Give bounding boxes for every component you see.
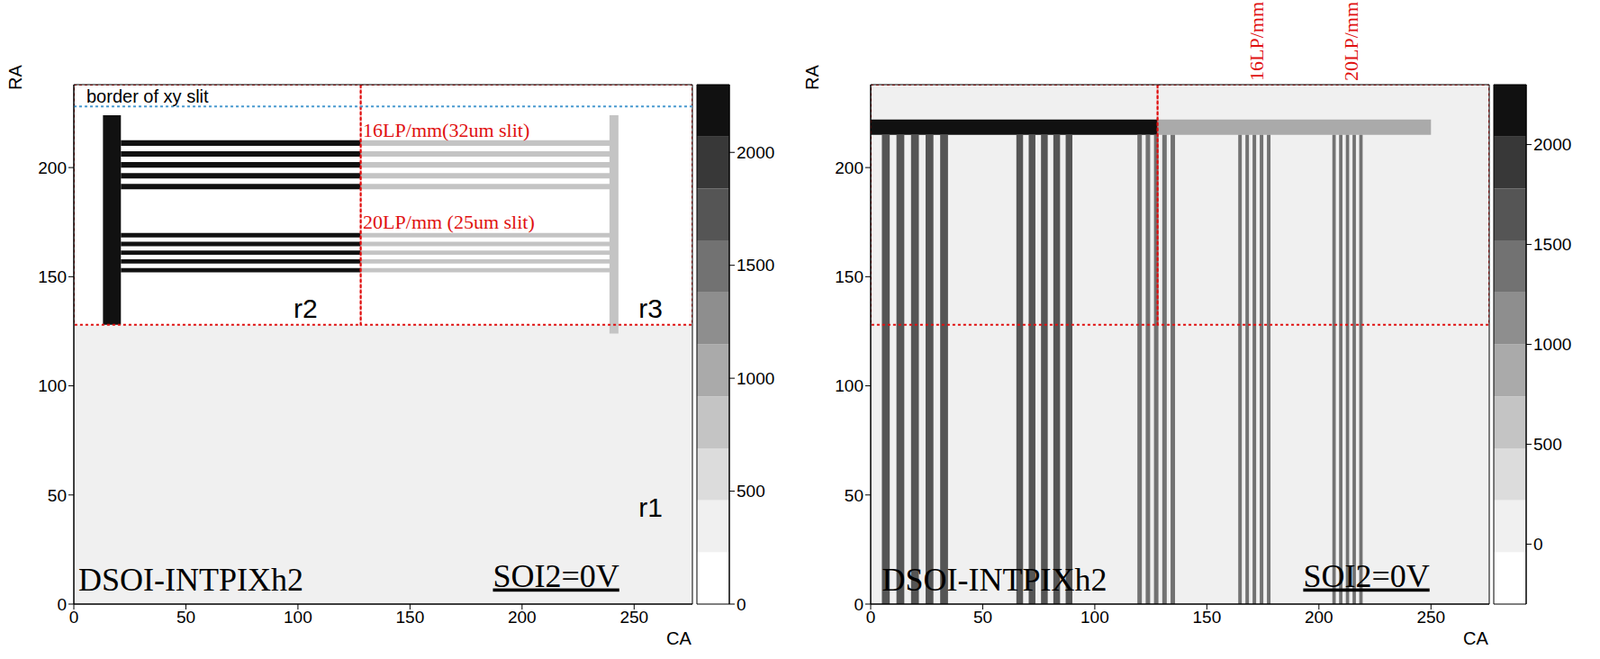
svg-text:200: 200: [37, 158, 67, 178]
svg-text:150: 150: [37, 267, 67, 287]
svg-text:200: 200: [1304, 607, 1334, 627]
svg-text:150: 150: [834, 267, 864, 287]
svg-text:250: 250: [1416, 607, 1446, 627]
svg-text:r3: r3: [638, 293, 663, 324]
svg-text:500: 500: [1533, 434, 1563, 454]
svg-text:100: 100: [283, 607, 313, 627]
svg-text:2000: 2000: [1533, 135, 1572, 154]
svg-text:0: 0: [866, 607, 877, 627]
html-text:CA: CA: [666, 628, 692, 649]
svg-text:16LP/mm(32um slit): 16LP/mm(32um slit): [362, 118, 530, 142]
svg-text:0: 0: [853, 595, 864, 615]
svg-text:0: 0: [56, 595, 67, 615]
svg-text:16LP/mm: 16LP/mm: [1245, 1, 1268, 82]
svg-text:SOI2=0V: SOI2=0V: [492, 558, 619, 595]
svg-text:r2: r2: [293, 293, 318, 324]
svg-text:0: 0: [1533, 534, 1544, 554]
html-text:RA: RA: [802, 65, 823, 91]
svg-text:r1: r1: [638, 492, 663, 523]
svg-text:50: 50: [844, 486, 864, 506]
html-text:CA: CA: [1463, 628, 1489, 649]
svg-text:20LP/mm (25um slit): 20LP/mm (25um slit): [362, 210, 535, 234]
svg-text:200: 200: [507, 607, 537, 627]
svg-text:1500: 1500: [736, 255, 775, 275]
svg-text:1000: 1000: [736, 369, 775, 389]
svg-text:border of xy slit: border of xy slit: [86, 86, 209, 107]
svg-text:100: 100: [37, 376, 67, 396]
svg-text:250: 250: [619, 607, 649, 627]
svg-text:1000: 1000: [1533, 334, 1572, 354]
svg-text:150: 150: [396, 607, 425, 627]
svg-text:100: 100: [834, 376, 864, 396]
svg-text:50: 50: [176, 607, 196, 627]
svg-text:0: 0: [69, 607, 80, 627]
svg-text:50: 50: [47, 486, 67, 506]
svg-text:DSOI-INTPIXh2: DSOI-INTPIXh2: [78, 561, 304, 598]
svg-text:50: 50: [973, 607, 993, 627]
svg-text:0: 0: [736, 595, 747, 615]
svg-text:1500: 1500: [1533, 235, 1572, 254]
html-text:RA: RA: [5, 65, 26, 91]
svg-text:500: 500: [736, 481, 766, 501]
svg-text:100: 100: [1080, 607, 1110, 627]
svg-text:DSOI-INTPIXh2: DSOI-INTPIXh2: [881, 561, 1107, 598]
svg-text:2000: 2000: [736, 143, 775, 163]
svg-text:20LP/mm: 20LP/mm: [1339, 1, 1363, 82]
svg-text:200: 200: [834, 158, 864, 178]
svg-text:SOI2=0V: SOI2=0V: [1302, 558, 1429, 595]
svg-text:150: 150: [1193, 607, 1222, 627]
